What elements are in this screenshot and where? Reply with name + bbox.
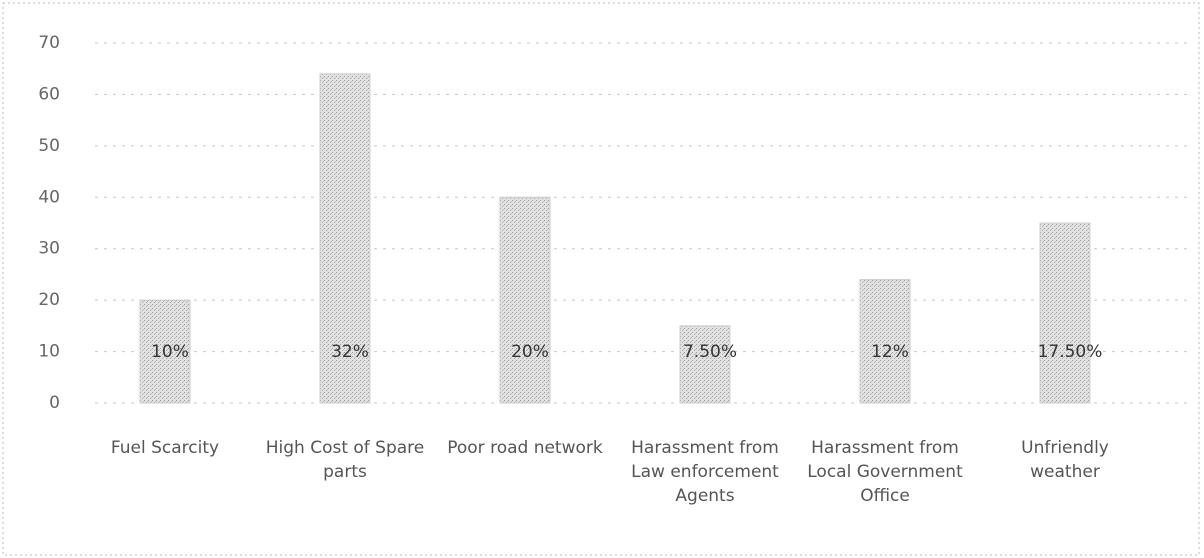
y-tick-label: 50 [38,136,60,156]
data-label: 20% [511,342,549,362]
data-label: 10% [151,342,189,362]
y-tick-label: 60 [38,84,60,104]
bar [1039,222,1091,404]
bar [859,279,911,404]
bar [679,325,731,404]
x-tick-label: Fuel Scarcity [111,438,219,458]
y-tick-label: 0 [49,393,60,413]
x-tick-label: Harassment from Law enforcement Agents [631,438,779,506]
bar [499,196,551,404]
x-tick-label: Harassment from Local Government Office [807,438,963,506]
x-tick-label: Unfriendly weather [1021,438,1109,482]
data-label: 32% [331,342,369,362]
data-label: 7.50% [683,342,737,362]
y-tick-label: 40 [38,187,60,207]
y-tick-label: 20 [38,290,60,310]
y-tick-label: 30 [38,239,60,259]
data-label: 17.50% [1038,342,1103,362]
data-label: 12% [871,342,909,362]
bar [139,299,191,404]
x-tick-label: Poor road network [447,438,603,458]
x-tick-label: High Cost of Spare parts [266,438,425,482]
y-tick-label: 10 [38,342,60,362]
bar [319,73,371,404]
y-tick-label: 70 [38,33,60,53]
